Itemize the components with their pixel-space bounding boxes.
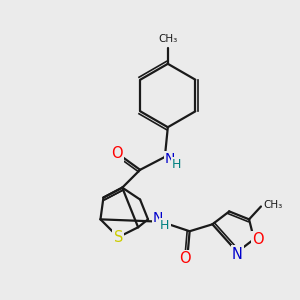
Text: O: O [179, 251, 190, 266]
Text: N: N [232, 247, 243, 262]
Text: S: S [114, 230, 123, 245]
Text: O: O [252, 232, 264, 247]
Text: CH₃: CH₃ [263, 200, 282, 211]
Text: H: H [172, 158, 182, 171]
Text: H: H [160, 219, 170, 232]
Text: CH₃: CH₃ [158, 34, 178, 44]
Text: N: N [153, 212, 163, 225]
Text: O: O [112, 146, 123, 161]
Text: N: N [165, 152, 175, 166]
